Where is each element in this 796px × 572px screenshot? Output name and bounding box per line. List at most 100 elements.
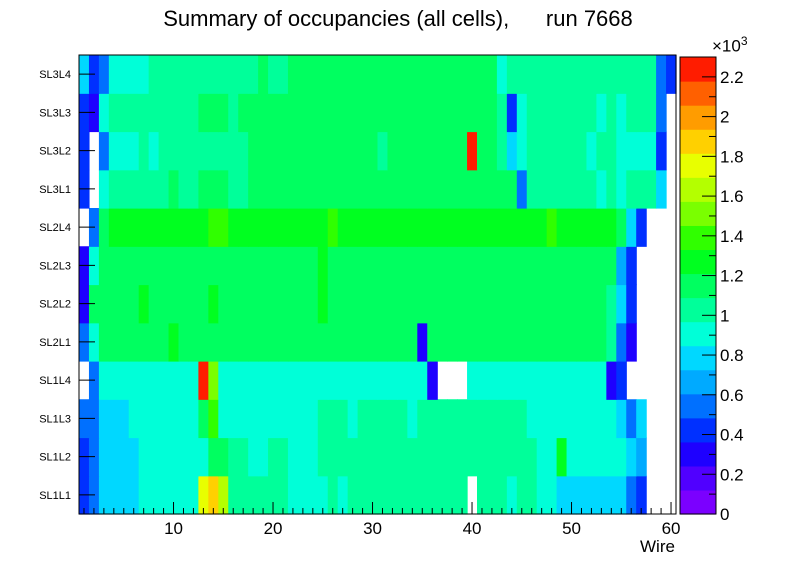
heatmap-cell [248,93,259,133]
heatmap-cell [417,361,428,400]
heatmap-cell [317,208,329,247]
heatmap-cell [437,246,448,286]
heatmap-cell [108,55,120,94]
heatmap-cell [287,55,299,94]
heatmap-cell [526,169,538,209]
heatmap-cell [606,169,617,209]
heatmap-cell [158,284,170,324]
heatmap-cell [447,131,458,171]
heatmap-cell [357,437,369,477]
heatmap-cell [586,55,597,94]
heatmap-cell [407,93,418,133]
heatmap-cell [536,399,548,439]
heatmap-cell [278,361,289,400]
heatmap-cell [626,437,637,477]
x-tick-label: 20 [264,519,283,538]
heatmap-cell [118,361,130,400]
heatmap-cell [148,246,160,286]
heatmap-cell [287,361,299,400]
heatmap-cell [148,475,160,515]
heatmap-cell [347,399,359,439]
heatmap-cell [606,437,617,477]
heatmap-cell [397,475,408,515]
colorbar-swatch [680,369,716,395]
heatmap-cell [506,284,518,324]
heatmap-cell [118,399,130,439]
heatmap-cell [268,246,279,286]
heatmap-cell [198,284,209,324]
heatmap-cell [118,437,130,477]
x-tick-label: 50 [562,519,581,538]
heatmap-cell [516,437,528,477]
heatmap-cell [546,55,558,94]
heatmap-cell [377,437,389,477]
heatmap-cell [307,55,319,94]
heatmap-cell [477,361,488,400]
heatmap-cell [317,322,329,362]
heatmap-cell [118,131,130,171]
heatmap-cell [467,361,478,400]
heatmap-cell [417,322,428,362]
heatmap-cell [327,55,339,94]
heatmap-cell [546,322,558,362]
heatmap-cell [656,55,667,94]
heatmap-cell [387,322,398,362]
heatmap-cell [526,284,538,324]
heatmap-cell [297,475,309,515]
heatmap-cell [278,246,289,286]
colorbar-swatch [680,57,716,82]
heatmap-cell [566,361,578,400]
heatmap-cell [238,246,249,286]
colorbar-tick-label: 2 [720,108,729,127]
heatmap-cell [178,131,190,171]
heatmap-cell [377,169,389,209]
heatmap-cell [367,208,379,247]
heatmap-cell [317,284,329,324]
colorbar-tick-label: 1.4 [720,227,744,246]
heatmap-cell [407,475,418,515]
heatmap-cell [457,131,468,171]
heatmap-cell [178,361,190,400]
heatmap-cell [297,131,309,171]
heatmap-cell [526,131,538,171]
x-tick-label: 60 [662,519,681,538]
heatmap-cell [467,322,478,362]
colorbar-tick-label: 0.6 [720,386,744,405]
heatmap-cell [307,475,319,515]
heatmap-cell [506,475,518,515]
heatmap-cell [278,284,289,324]
heatmap-cell [327,437,339,477]
heatmap-cell [198,437,209,477]
heatmap-cell [646,131,657,171]
heatmap-cell [467,399,478,439]
heatmap-cell [626,246,637,286]
heatmap-cell [377,93,389,133]
chart-title: Summary of occupancies (all cells), run … [163,6,633,31]
heatmap-cell [387,437,398,477]
heatmap-cell [576,131,588,171]
heatmap-cell [208,131,219,171]
heatmap-cell [626,131,637,171]
heatmap-cell [268,169,279,209]
heatmap-cell [486,169,498,209]
heatmap-cell [477,475,488,515]
heatmap-cell [307,208,319,247]
heatmap-cell [128,399,140,439]
heatmap-cell [208,246,219,286]
heatmap-cell [258,475,269,515]
colorbar-swatch [680,345,716,371]
heatmap-cell [178,322,190,362]
heatmap-cell [397,55,408,94]
heatmap-cell [437,93,448,133]
heatmap-cell [367,284,379,324]
heatmap-cell [437,322,448,362]
heatmap-cell [427,399,438,439]
heatmap-cell [287,475,299,515]
heatmap-cell [208,322,219,362]
heatmap-cell [506,322,518,362]
heatmap-cell [556,399,568,439]
heatmap-cell [208,475,219,515]
heatmap-cell [377,399,389,439]
heatmap-cell [596,131,607,171]
heatmap-cell [98,322,110,362]
